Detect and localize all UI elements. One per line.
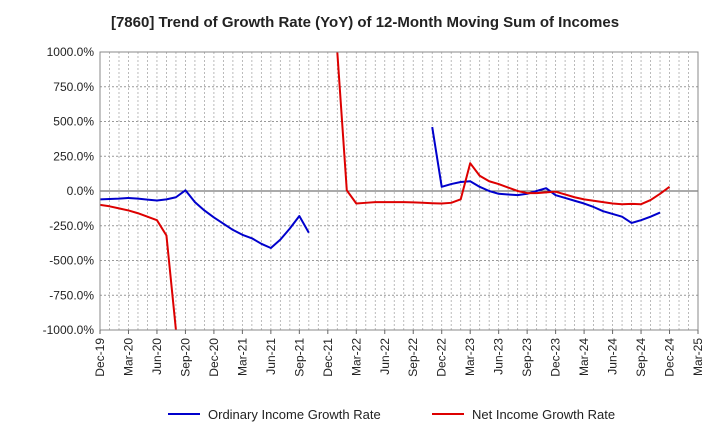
y-tick-label: 750.0% <box>53 80 94 94</box>
x-tick-label: Dec-23 <box>549 338 563 377</box>
x-tick-label: Mar-20 <box>121 338 135 376</box>
y-tick-label: 0.0% <box>67 184 95 198</box>
x-tick-label: Mar-21 <box>235 338 249 376</box>
chart-title: [7860] Trend of Growth Rate (YoY) of 12-… <box>111 14 619 31</box>
x-tick-label: Sep-22 <box>406 338 420 377</box>
x-tick-label: Jun-21 <box>264 338 278 375</box>
series-line-ordinary-income <box>100 126 661 249</box>
x-tick-label: Dec-20 <box>207 338 221 377</box>
x-axis: Dec-19 Mar-20 Jun-20 Sep-20 Dec-20 Mar-21 Jun-… <box>93 330 705 377</box>
y-tick-label: -250.0% <box>49 219 94 233</box>
x-tick-label: Jun-20 <box>150 338 164 375</box>
legend: Ordinary Income Growth Rate Net Income G… <box>168 407 615 422</box>
y-tick-label: 500.0% <box>53 115 94 129</box>
y-tick-label: 1000.0% <box>47 45 95 59</box>
x-tick-label: Sep-24 <box>634 338 648 377</box>
x-tick-label: Sep-20 <box>178 338 192 377</box>
x-tick-label: Jun-23 <box>492 338 506 375</box>
y-tick-label: 250.0% <box>53 149 94 163</box>
x-tick-label: Mar-25 <box>691 338 705 376</box>
legend-label-ordinary: Ordinary Income Growth Rate <box>208 407 381 422</box>
y-tick-label: -500.0% <box>49 254 94 268</box>
x-tick-label: Dec-19 <box>93 338 107 377</box>
x-tick-label: Sep-23 <box>520 338 534 377</box>
y-tick-label: -750.0% <box>49 288 94 302</box>
x-tick-label: Dec-24 <box>663 338 677 377</box>
grid <box>99 51 699 331</box>
x-tick-label: Jun-22 <box>378 338 392 375</box>
y-axis: 1000.0% 750.0% 500.0% 250.0% 0.0% -250.0% -500… <box>43 45 95 337</box>
legend-label-net: Net Income Growth Rate <box>472 407 615 422</box>
x-tick-label: Dec-22 <box>435 338 449 377</box>
y-tick-label: -1000.0% <box>43 323 95 337</box>
plot-frame <box>99 51 699 331</box>
x-tick-label: Dec-21 <box>321 338 335 377</box>
x-tick-label: Jun-24 <box>606 338 620 375</box>
series-layer <box>100 52 671 330</box>
x-tick-label: Mar-22 <box>349 338 363 376</box>
x-tick-label: Sep-21 <box>292 338 306 377</box>
x-tick-label: Mar-23 <box>463 338 477 376</box>
x-tick-label: Mar-24 <box>577 338 591 376</box>
series-line-net-income <box>100 52 671 330</box>
